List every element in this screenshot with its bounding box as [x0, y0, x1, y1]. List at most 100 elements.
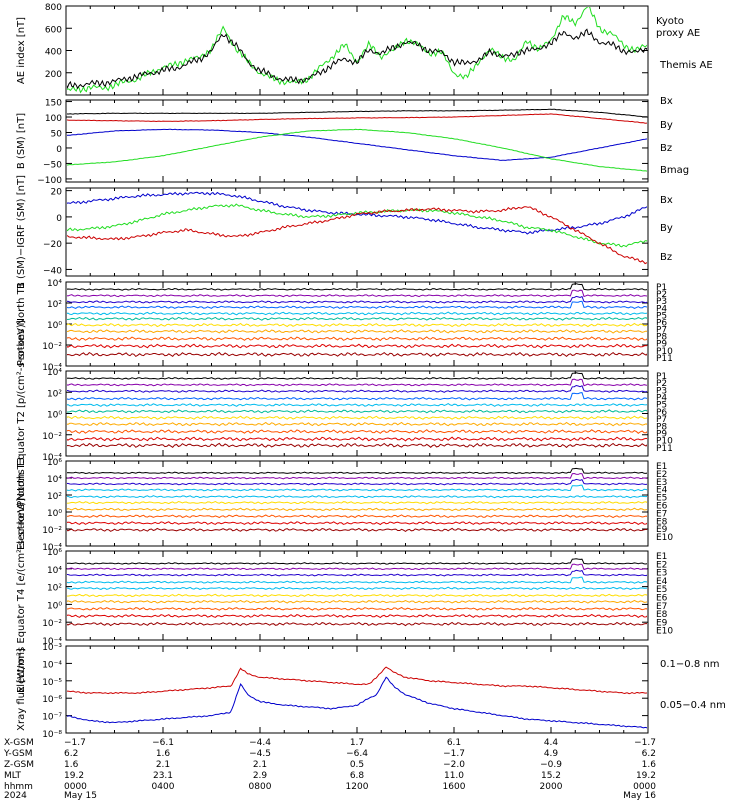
y-tick-label: 10⁶: [47, 458, 62, 468]
ephemeris-value: −6.1: [152, 738, 174, 748]
series-line-by: [67, 203, 647, 248]
legend-p2: P2: [656, 379, 667, 389]
legend-bmag: Bmag: [660, 165, 689, 176]
y-tick-label: 10⁻²: [42, 526, 62, 536]
legend-p9: P9: [656, 429, 667, 439]
ephemeris-value: 19.2: [636, 771, 656, 781]
legend-p9: P9: [656, 340, 667, 350]
y-tick-label: −40: [43, 266, 62, 276]
legend-e1: E1: [656, 462, 667, 472]
series-line-p8: [67, 421, 647, 427]
series-line-e2: [67, 472, 647, 480]
y-tick-label: 10²: [47, 389, 62, 399]
y-tick-label: 10⁰: [47, 411, 62, 421]
ephemeris-value: −2.0: [443, 760, 465, 770]
series-line-e3: [67, 478, 647, 486]
ephemeris-value: 0.5: [350, 760, 364, 770]
y-axis-label-7: Electrons Equator T4 [e/(cm²-s-sr-keV)]: [16, 498, 27, 693]
ephemeris-value: 2.9: [253, 771, 268, 781]
series-line-e10: [67, 527, 647, 533]
panel-frame-1: [65, 5, 649, 96]
y-axis-label-5: Protons Equator T2 [p/(cm²-s-sr-keV)]: [16, 320, 27, 507]
series-line-p3: [67, 384, 647, 393]
y-axis-label-6: Electrons North T3: [16, 457, 27, 550]
series-line-e6: [67, 500, 647, 505]
series-line-bz: [67, 206, 647, 265]
legend-e4: E4: [656, 486, 668, 496]
series-line-p5: [67, 311, 647, 316]
legend-p4: P4: [656, 304, 667, 314]
series-line-bx: [67, 128, 647, 161]
series-line-e5: [67, 495, 647, 499]
legend-bx: Bx: [660, 96, 673, 107]
y-tick-label: 0: [56, 214, 62, 224]
ephemeris-value: −4.4: [249, 738, 271, 748]
series-line-p2: [67, 378, 647, 387]
series-line-p6: [67, 316, 647, 321]
legend-p4: P4: [656, 394, 667, 404]
legend-e8: E8: [656, 610, 668, 620]
legend-p7: P7: [656, 415, 667, 425]
series-line-p6: [67, 409, 647, 414]
series-line-p5: [67, 403, 647, 407]
y-tick-label: 10⁻⁵: [42, 678, 62, 688]
series-line-p1: [67, 372, 647, 380]
legend-p11: P11: [656, 444, 673, 454]
ephemeris-value: 0000: [64, 782, 87, 792]
ephemeris-value: 15.2: [541, 771, 561, 781]
series-line-p11: [67, 442, 647, 449]
legend-p8: P8: [656, 422, 667, 432]
y-axis-label-4: Protons North T1: [16, 282, 27, 366]
legend-by: By: [660, 120, 673, 131]
legend-kyoto-proxy-ae: Kyoto: [656, 16, 684, 27]
series-line-p4: [67, 300, 647, 309]
ephemeris-value: 6.1: [447, 738, 461, 748]
y-tick-label: 10²: [47, 300, 62, 310]
series-line-p4: [67, 392, 647, 401]
legend-e9: E9: [656, 618, 668, 628]
ephemeris-value: 23.1: [153, 771, 173, 781]
y-axis-label-2: B (SM) [nT]: [16, 113, 27, 169]
ephemeris-value: 1.6: [642, 760, 657, 770]
series-line-bmag: [67, 108, 647, 118]
ephemeris-value: −6.4: [346, 749, 368, 759]
ephemeris-value: −1.7: [634, 738, 656, 748]
legend-e5: E5: [656, 585, 667, 595]
y-tick-label: 10⁻⁷: [42, 713, 62, 723]
series-line-e1: [67, 558, 647, 565]
y-tick-label: 10⁻⁴: [42, 543, 62, 553]
series-line-p2: [67, 289, 647, 298]
ephemeris-row-label: Z-GSM: [4, 760, 34, 770]
legend-e5: E5: [656, 494, 667, 504]
y-tick-label: 10⁻⁴: [42, 660, 62, 670]
y-tick-label: 20: [51, 188, 63, 198]
series-line-e9: [67, 521, 647, 526]
y-tick-label: 10⁻²: [42, 432, 62, 442]
y-tick-label: 10⁴: [47, 368, 62, 378]
series-line-p7: [67, 415, 647, 420]
y-tick-label: 50: [51, 129, 63, 139]
series-line-p8: [67, 329, 647, 334]
legend-e7: E7: [656, 602, 667, 612]
series-line-0-05-0-4-nm: [67, 676, 647, 729]
legend-e10: E10: [656, 627, 673, 637]
series-line-e2: [67, 563, 647, 571]
series-line-bz: [67, 113, 647, 124]
series-line-p10: [67, 436, 647, 442]
ephemeris-row-label: hhmm: [4, 782, 33, 792]
y-tick-label: 10⁶: [47, 548, 62, 558]
series-line-e7: [67, 599, 647, 604]
y-tick-label: 0: [56, 145, 62, 155]
legend-p5: P5: [656, 401, 667, 411]
ephemeris-value: 0800: [249, 782, 272, 792]
legend-p6: P6: [656, 408, 667, 418]
y-tick-label: −20: [43, 240, 62, 250]
legend-bz: Bz: [660, 143, 672, 154]
legend-p8: P8: [656, 333, 667, 343]
ephemeris-value: 2.1: [156, 760, 170, 770]
y-tick-label: 200: [45, 70, 62, 80]
ephemeris-value: 11.0: [444, 771, 464, 781]
y-tick-label: 600: [45, 25, 62, 35]
y-tick-label: −50: [43, 160, 62, 170]
legend-bx: Bx: [660, 195, 673, 206]
